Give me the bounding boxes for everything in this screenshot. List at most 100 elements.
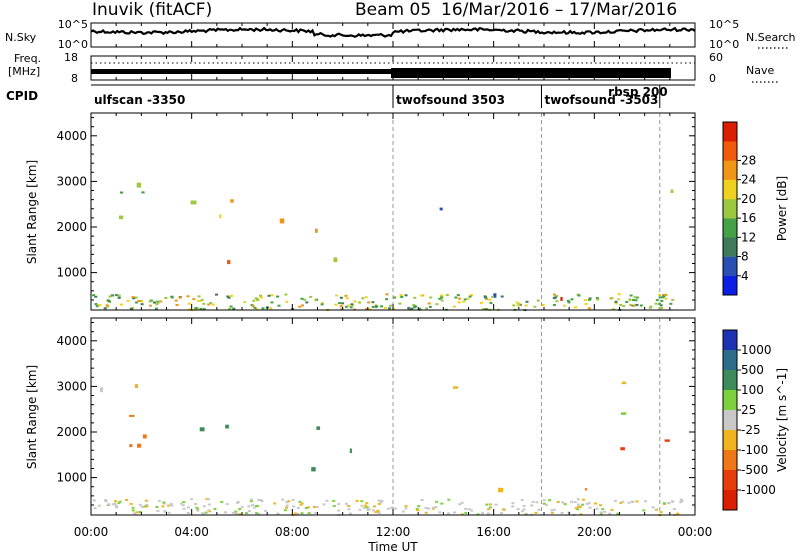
range-cell xyxy=(197,300,201,302)
colorbar-tick-label: 24 xyxy=(741,173,756,187)
range-cell xyxy=(252,506,256,509)
range-cell xyxy=(520,510,524,513)
range-cell xyxy=(570,500,573,503)
range-cell xyxy=(348,512,352,515)
range-cell xyxy=(476,513,480,516)
range-cell xyxy=(300,502,304,505)
range-cell xyxy=(287,500,291,503)
range-cell xyxy=(129,414,135,417)
range-cell xyxy=(276,295,279,298)
velocity-scatter xyxy=(92,318,684,517)
range-cell xyxy=(255,308,259,311)
range-cell xyxy=(135,511,139,514)
range-cell xyxy=(155,506,159,508)
range-cell xyxy=(97,504,101,507)
range-cell xyxy=(140,303,144,306)
freq-tick-right-top: 60 xyxy=(709,51,723,64)
range-cell xyxy=(595,297,599,300)
range-cell xyxy=(129,444,133,448)
range-cell xyxy=(303,298,307,301)
range-cell xyxy=(502,508,506,511)
range-cell xyxy=(170,296,174,299)
freq-tick-left-top: 18 xyxy=(64,51,78,64)
range-cell xyxy=(520,499,524,502)
range-cell xyxy=(285,500,289,503)
range-cell xyxy=(491,295,495,298)
range-cell xyxy=(603,510,606,513)
range-cell xyxy=(399,294,403,297)
range-cell xyxy=(460,513,464,516)
range-cell xyxy=(358,301,361,304)
colorbar-swatch xyxy=(723,141,737,161)
range-cell xyxy=(339,296,343,299)
range-cell xyxy=(542,499,546,502)
range-cell xyxy=(283,509,287,512)
range-cell xyxy=(550,509,554,512)
range-cell xyxy=(561,501,565,504)
range-cell xyxy=(131,506,135,509)
range-cell xyxy=(371,509,375,512)
x-tick-label: 12:00 xyxy=(376,525,411,539)
range-cell xyxy=(371,301,375,304)
range-cell xyxy=(298,500,302,503)
range-cell xyxy=(234,510,238,513)
x-tick-label: 00:00 xyxy=(74,525,109,539)
range-cell xyxy=(488,298,492,301)
range-cell xyxy=(140,300,144,303)
y-tick-label: 2000 xyxy=(56,425,87,439)
range-cell xyxy=(584,303,588,305)
range-cell xyxy=(92,294,96,297)
range-cell xyxy=(404,507,408,510)
range-cell xyxy=(145,504,149,506)
range-cell xyxy=(627,501,631,504)
range-cell xyxy=(440,299,444,302)
range-cell xyxy=(660,299,664,302)
range-cell xyxy=(555,300,559,303)
range-cell xyxy=(367,508,371,511)
range-cell xyxy=(94,303,98,306)
range-cell xyxy=(110,294,114,297)
range-cell xyxy=(285,506,288,509)
range-cell xyxy=(360,500,364,503)
range-cell xyxy=(199,427,205,432)
range-cell xyxy=(552,293,556,296)
range-cell xyxy=(484,308,488,311)
range-cell xyxy=(135,301,138,304)
range-cell xyxy=(255,512,259,515)
range-cell xyxy=(108,295,112,298)
range-cell xyxy=(676,512,680,515)
range-cell xyxy=(386,507,390,510)
range-cell xyxy=(238,508,242,511)
range-cell xyxy=(412,304,416,306)
range-cell xyxy=(178,296,182,299)
range-cell xyxy=(194,308,198,311)
range-cell xyxy=(577,503,580,506)
range-cell xyxy=(655,508,658,511)
cpid-segment-label: ulfscan -3350 xyxy=(94,93,185,107)
range-cell xyxy=(404,294,408,297)
range-cell xyxy=(107,299,111,302)
range-cell xyxy=(226,295,230,298)
range-cell xyxy=(197,295,201,298)
colorbar-swatch xyxy=(723,490,737,511)
range-cell xyxy=(488,506,492,509)
range-cell xyxy=(247,510,251,512)
power-scatter xyxy=(92,113,675,312)
colorbar-tick-label: 4 xyxy=(741,269,749,283)
power-colorbar-label: Power [dB] xyxy=(775,176,789,241)
range-cell xyxy=(341,302,345,305)
range-cell xyxy=(457,301,461,304)
range-cell xyxy=(585,502,589,505)
range-cell xyxy=(251,504,254,507)
range-cell xyxy=(573,501,577,504)
range-cell xyxy=(131,509,135,512)
range-cell xyxy=(240,506,244,509)
range-cell xyxy=(661,296,665,299)
range-cell xyxy=(581,498,585,501)
range-cell xyxy=(296,512,300,515)
power-panel: 1000 2000 3000 4000 Slant Range [km] xyxy=(25,112,696,312)
range-cell xyxy=(542,502,546,505)
range-cell xyxy=(534,511,538,514)
range-cell xyxy=(94,295,98,298)
range-cell xyxy=(339,305,343,308)
